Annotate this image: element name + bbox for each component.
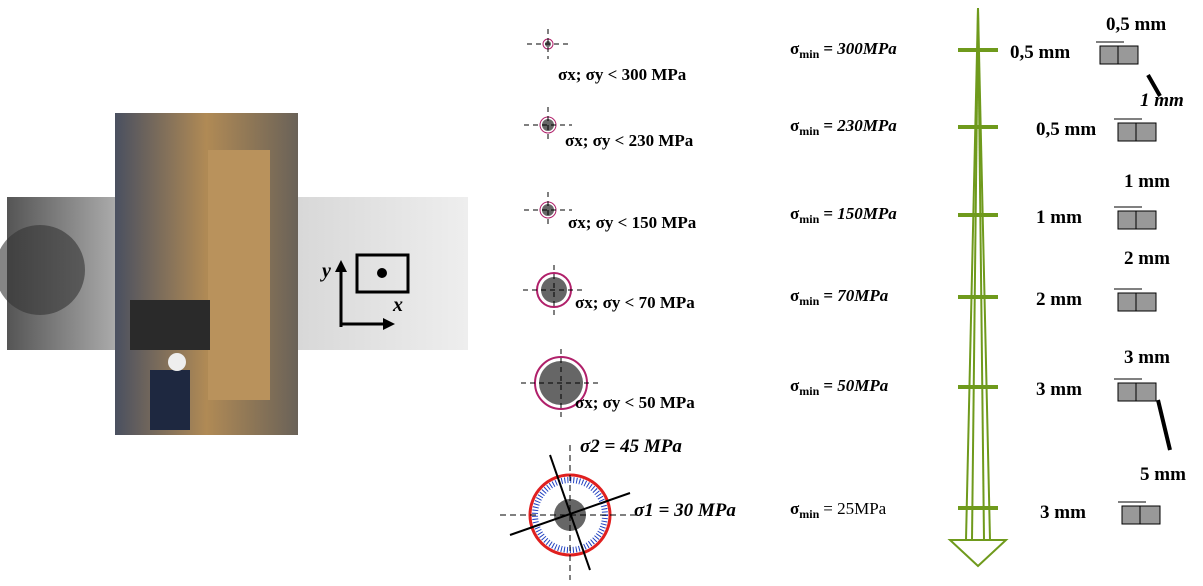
sigma-value: = 230MPa (823, 116, 897, 135)
depth-left: 0,5 mm (1036, 119, 1096, 140)
step-note: 1 mm (1140, 90, 1184, 111)
sigma-min: σmin= 25MPa (790, 499, 887, 521)
profile (1118, 123, 1156, 141)
profile (1100, 46, 1138, 64)
sigma-value: = 300MPa (823, 39, 897, 58)
limit-label: σx; σy < 70 MPa (575, 293, 695, 312)
depth-top: 1 mm (1124, 171, 1170, 192)
limit-label: σx; σy < 230 MPa (565, 131, 694, 150)
sigma-sub: min (799, 384, 819, 398)
profile (1118, 383, 1156, 401)
sigma-sub: min (799, 507, 819, 521)
sigma-value: = 50MPa (823, 376, 888, 395)
big-gauge (500, 445, 640, 580)
sigma-value: = 150MPa (823, 204, 897, 223)
sigma-sub: min (799, 212, 819, 226)
depth-left: 3 mm (1040, 502, 1086, 523)
sigma-min: σmin= 300MPa (790, 39, 897, 61)
depth-left: 1 mm (1036, 207, 1082, 228)
axis-x-label: x (392, 294, 403, 316)
limit-label: σx; σy < 50 MPa (575, 393, 695, 412)
photo: y x (0, 113, 468, 435)
depth-top: 2 mm (1124, 248, 1170, 269)
depth-top: 3 mm (1124, 347, 1170, 368)
profile (1118, 293, 1156, 311)
note-arrow (1158, 400, 1170, 450)
sigma-value: = 70MPa (823, 286, 888, 305)
depth-left: 3 mm (1036, 379, 1082, 400)
sigma-sub: min (799, 47, 819, 61)
limit-label: σx; σy < 300 MPa (558, 65, 687, 84)
sigma-min: σmin= 230MPa (790, 116, 897, 138)
sigma-sub: min (799, 124, 819, 138)
axis-y-label: y (320, 260, 331, 282)
green-arrow (950, 8, 1006, 566)
depth-left: 0,5 mm (1010, 42, 1070, 63)
sigma-min: σmin= 50MPa (790, 376, 889, 398)
sigma-min: σmin= 70MPa (790, 286, 889, 308)
sigma-value: = 25MPa (823, 499, 886, 518)
diagram: y x σx; σy < 300 MPaσmin= 300MPa0,5 mm0,… (0, 0, 1203, 581)
sigma-min: σmin= 150MPa (790, 204, 897, 226)
depth-left: 2 mm (1036, 289, 1082, 310)
depth-top: 0,5 mm (1106, 14, 1166, 35)
profile (1118, 211, 1156, 229)
profile (1122, 506, 1160, 524)
depth-top: 5 mm (1140, 464, 1186, 485)
limit-label: σx; σy < 150 MPa (568, 213, 697, 232)
sigma-sub: min (799, 294, 819, 308)
sigma1-label: σ1 = 30 MPa (634, 500, 736, 521)
sigma2-label: σ2 = 45 MPa (580, 436, 682, 457)
